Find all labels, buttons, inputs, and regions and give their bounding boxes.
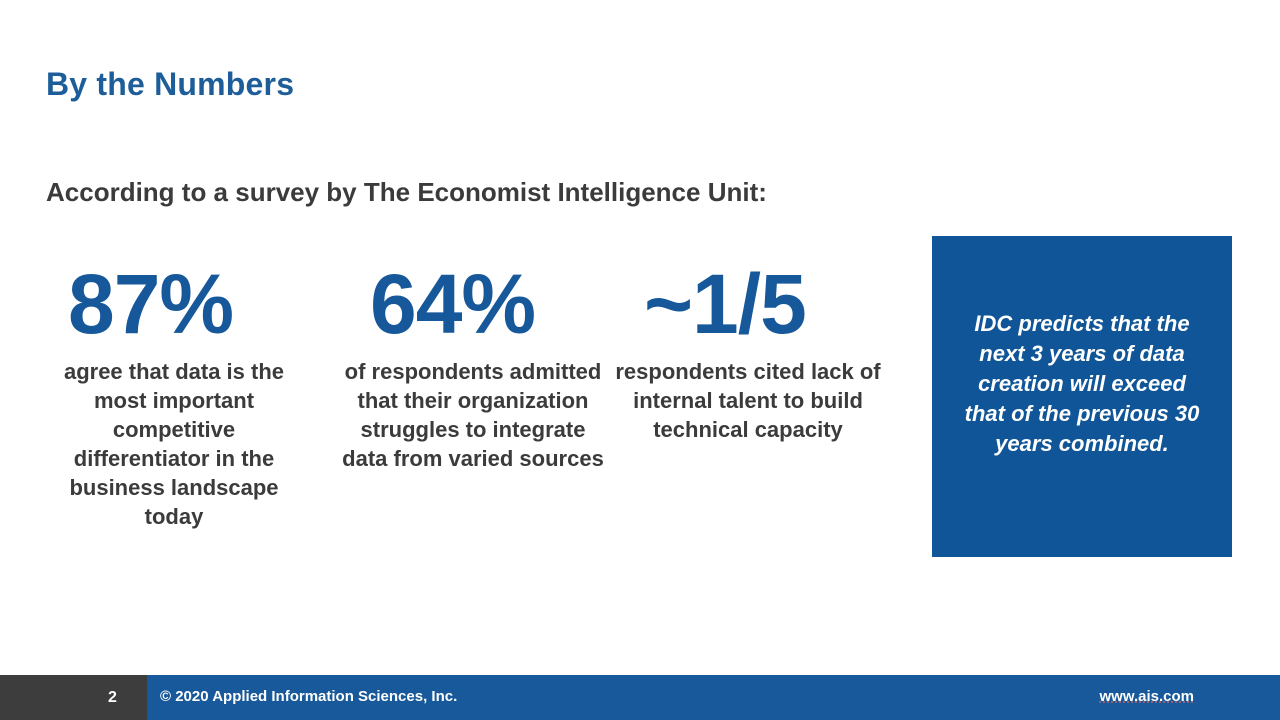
stat-description-2: of respondents admitted that their organ…	[342, 359, 604, 471]
stat-value-3: ~1/5	[644, 257, 807, 351]
idc-callout-box: IDC predicts that the next 3 years of da…	[932, 236, 1232, 557]
copyright-text: © 2020 Applied Information Sciences, Inc…	[160, 688, 458, 705]
idc-callout-text: IDC predicts that the next 3 years of da…	[964, 311, 1200, 456]
stat-block-2: 64% of respondents admitted that their o…	[340, 262, 606, 522]
stat-block-3: ~1/5 respondents cited lack of internal …	[614, 262, 882, 482]
page-number: 2	[108, 689, 117, 706]
stat-description-3: respondents cited lack of internal talen…	[615, 359, 881, 442]
stat-block-1: 87% agree that data is the most importan…	[44, 262, 304, 542]
website-link[interactable]: www.ais.com	[1099, 688, 1194, 705]
footer-bar: 2 © 2020 Applied Information Sciences, I…	[0, 675, 1280, 720]
stat-value-1: 87%	[68, 257, 234, 351]
slide-subtitle: According to a survey by The Economist I…	[46, 177, 767, 207]
page-number-box: 2	[0, 675, 147, 720]
stat-value-2: 64%	[370, 257, 536, 351]
slide-title: By the Numbers	[46, 66, 295, 102]
stat-description-1: agree that data is the most important co…	[63, 359, 285, 529]
